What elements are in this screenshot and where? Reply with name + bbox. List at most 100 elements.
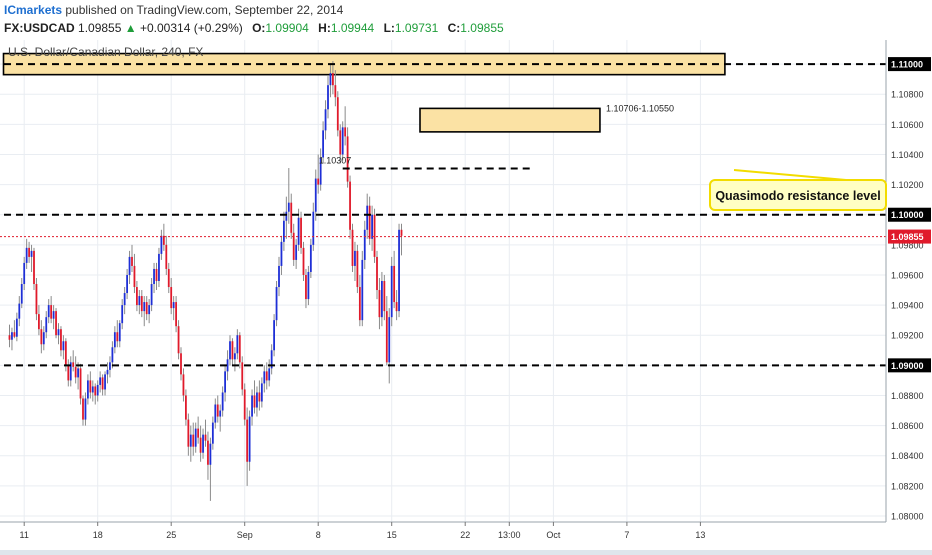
candle-bear xyxy=(378,290,381,318)
candle-bear xyxy=(376,256,378,291)
candle-bear xyxy=(185,395,187,420)
publisher-header: ICmarkets published on TradingView.com, … xyxy=(0,0,932,41)
candle-bull xyxy=(23,262,26,285)
candle-bull xyxy=(390,265,393,318)
candle-bull xyxy=(371,214,373,239)
chart-frame[interactable]: 1.10706-1.10550 1.10307 1.110001.108001.… xyxy=(0,40,932,550)
candle-bull xyxy=(280,241,283,266)
x-tick-label: Sep xyxy=(237,530,253,540)
candle-bull xyxy=(128,256,131,275)
candle-bear xyxy=(101,377,104,390)
candle-bear xyxy=(180,353,182,375)
candle-bull xyxy=(219,410,222,417)
low-label: L: xyxy=(383,21,395,35)
candle-bull xyxy=(314,178,317,212)
x-tick-label: 13 xyxy=(695,530,705,540)
candle-bear xyxy=(265,371,268,381)
candle-bull xyxy=(260,383,263,402)
candle-bear xyxy=(170,287,173,309)
candle-bull xyxy=(109,362,111,370)
candle-bull xyxy=(283,220,285,242)
candle-bear xyxy=(175,302,177,327)
candle-bear xyxy=(317,178,320,185)
candle-bear xyxy=(207,440,209,465)
y-tick-label: 1.08200 xyxy=(891,481,924,491)
candle-bear xyxy=(28,247,30,257)
x-tick-label: 11 xyxy=(20,530,29,540)
candle-bear xyxy=(33,250,35,285)
publisher-link[interactable]: ICmarkets xyxy=(4,3,63,17)
x-axis-panel xyxy=(0,522,932,550)
level-label: 1.10307 xyxy=(319,155,352,165)
level-badge xyxy=(888,207,931,222)
x-tick-label: 8 xyxy=(316,530,321,540)
candle-bear xyxy=(395,302,398,312)
y-tick-label: 1.08600 xyxy=(891,421,924,431)
candle-bull xyxy=(285,211,288,221)
annotation-box xyxy=(709,179,887,211)
quote-line: FX:USDCAD 1.09855 ▲ +0.00314 (+0.29%) O:… xyxy=(4,21,504,35)
close-label: C: xyxy=(447,21,461,35)
candle-bull xyxy=(189,434,192,447)
candle-bear xyxy=(60,329,62,351)
candle-bull xyxy=(153,268,155,285)
candle-bear xyxy=(253,395,256,408)
candlestick-chart[interactable]: 1.10706-1.10550 1.10307 1.110001.108001.… xyxy=(0,40,932,550)
change-arrow-icon: ▲ xyxy=(124,21,137,35)
candle-bear xyxy=(356,250,359,288)
candle-bear xyxy=(258,392,261,402)
candle-bull xyxy=(45,317,48,333)
y-tick-label: 1.09600 xyxy=(891,270,924,280)
y-axis-panel xyxy=(886,40,932,522)
candle-bear xyxy=(133,265,136,288)
candle-bear xyxy=(300,217,302,248)
publisher-line: ICmarkets published on TradingView.com, … xyxy=(4,3,343,17)
candle-bear xyxy=(351,229,354,266)
x-tick-label: 18 xyxy=(93,530,103,540)
candle-bull xyxy=(319,157,322,185)
candle-bear xyxy=(131,256,133,266)
candle-bull xyxy=(148,305,151,315)
candle-bull xyxy=(307,271,310,300)
candle-bear xyxy=(192,434,195,447)
candle-bear xyxy=(243,389,246,420)
candle-bull xyxy=(194,428,197,447)
candle-bear xyxy=(346,136,349,182)
candle-bull xyxy=(324,109,327,131)
x-tick-label: Oct xyxy=(546,530,561,540)
candle-bear xyxy=(74,366,77,378)
x-axis: 11 18 25 Sep 8 15 22 13:00 Oct 7 13 xyxy=(0,521,932,550)
candle-bull xyxy=(224,371,226,393)
candle-bull xyxy=(309,244,312,272)
candle-bull xyxy=(211,422,214,444)
candle-bear xyxy=(334,85,337,98)
candle-bull xyxy=(42,332,45,345)
candle-bear xyxy=(383,281,386,312)
candle-bull xyxy=(87,380,89,399)
candle-bull xyxy=(106,369,109,375)
supply-zone-mid xyxy=(419,107,601,133)
candle-bull xyxy=(327,85,329,110)
candle-bear xyxy=(82,398,84,420)
annotations: Quasimodo resistance level xyxy=(709,169,887,211)
candle-bull xyxy=(273,320,275,351)
candle-bull xyxy=(18,303,21,319)
y-tick-label: 1.10400 xyxy=(891,150,924,160)
candle-bear xyxy=(89,380,92,393)
candle-bear xyxy=(167,268,170,288)
candle-bull xyxy=(366,205,369,230)
candle-bear xyxy=(177,326,180,354)
candle-bull xyxy=(251,395,253,417)
candle-bull xyxy=(20,284,23,304)
y-tick-label: 1.09400 xyxy=(891,301,924,311)
candle-bear xyxy=(238,335,241,363)
candle-bear xyxy=(8,335,11,340)
candle-bear xyxy=(246,419,249,462)
candle-bear xyxy=(197,428,200,438)
candle-bull xyxy=(47,305,50,318)
x-tick-label: 22 xyxy=(460,530,470,540)
x-tick-label: 13:00 xyxy=(498,530,521,540)
candle-bear xyxy=(241,362,244,390)
candle-bear xyxy=(305,274,307,300)
candle-bull xyxy=(248,416,251,462)
